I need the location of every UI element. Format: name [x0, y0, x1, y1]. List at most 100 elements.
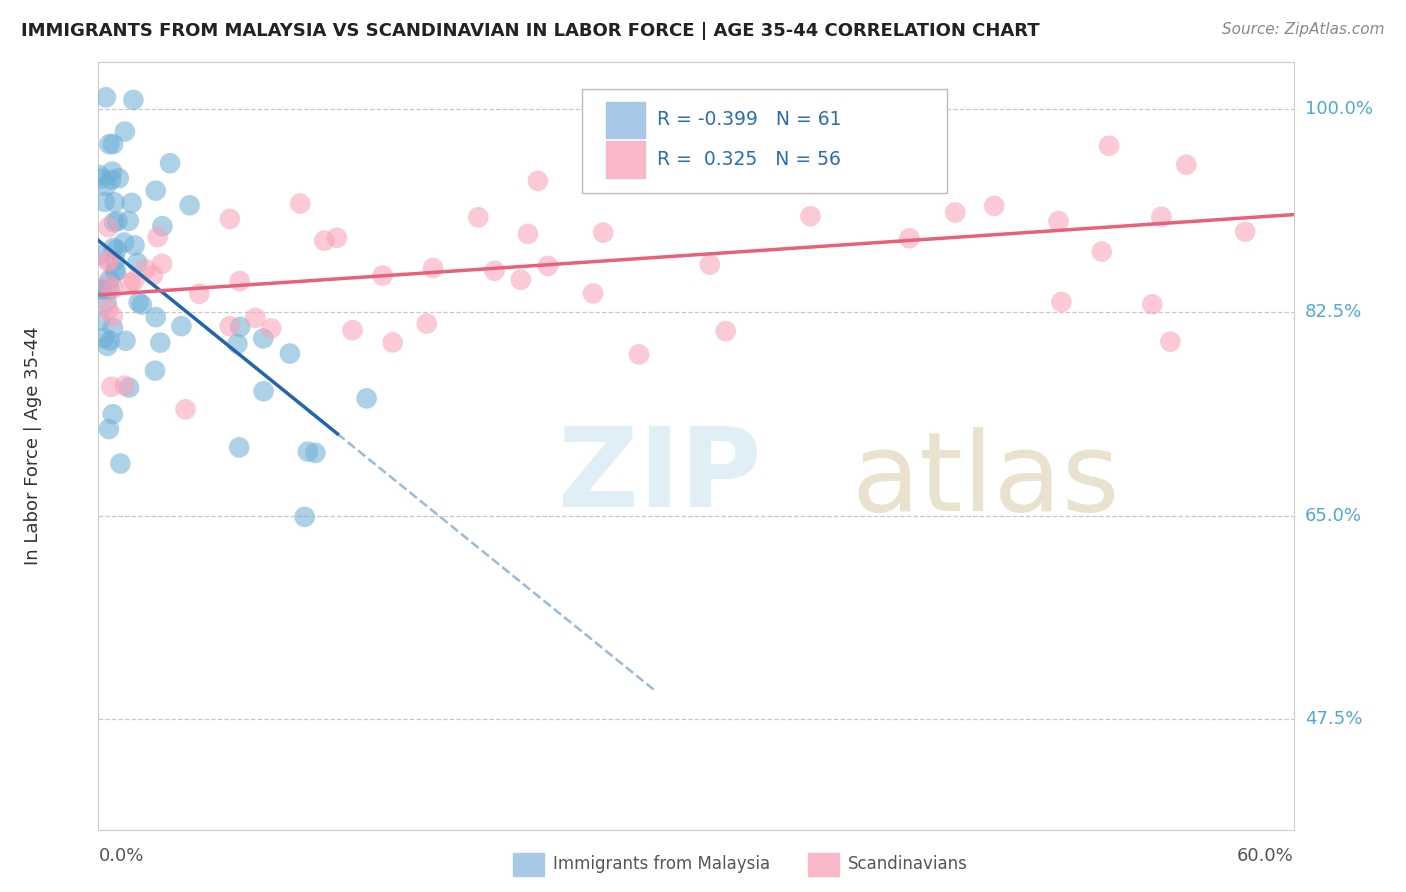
- Point: [228, 274, 250, 288]
- Point: [356, 392, 378, 406]
- Point: [159, 156, 181, 170]
- Point: [97, 302, 120, 317]
- Point: [146, 230, 169, 244]
- Point: [134, 262, 156, 277]
- Point: [252, 384, 274, 399]
- Point: [381, 335, 404, 350]
- Point: [150, 257, 173, 271]
- Point: [294, 509, 316, 524]
- Point: [218, 319, 240, 334]
- FancyBboxPatch shape: [606, 102, 644, 138]
- Point: [278, 346, 301, 360]
- Point: [93, 331, 115, 345]
- Point: [371, 268, 394, 283]
- Point: [415, 317, 437, 331]
- Point: [98, 137, 121, 152]
- Point: [103, 195, 125, 210]
- Point: [1098, 138, 1121, 153]
- Point: [174, 402, 197, 417]
- Point: [179, 198, 201, 212]
- Point: [778, 163, 800, 178]
- Point: [326, 231, 349, 245]
- Point: [627, 347, 650, 361]
- Point: [943, 205, 966, 219]
- Point: [145, 310, 167, 325]
- Point: [142, 268, 165, 283]
- Point: [101, 164, 124, 178]
- Point: [97, 277, 120, 292]
- Point: [218, 211, 240, 226]
- Point: [118, 380, 141, 394]
- FancyBboxPatch shape: [606, 142, 644, 178]
- Point: [96, 295, 118, 310]
- Point: [103, 215, 125, 229]
- Text: atlas: atlas: [852, 427, 1119, 534]
- Text: Scandinavians: Scandinavians: [848, 855, 967, 873]
- Point: [1091, 244, 1114, 259]
- Text: R = -0.399   N = 61: R = -0.399 N = 61: [657, 111, 841, 129]
- Text: 100.0%: 100.0%: [1305, 100, 1372, 118]
- Point: [152, 219, 174, 234]
- Text: ZIP: ZIP: [558, 423, 762, 530]
- Point: [97, 220, 120, 235]
- Point: [100, 380, 122, 394]
- Point: [1047, 214, 1070, 228]
- Point: [101, 137, 124, 152]
- Point: [314, 234, 336, 248]
- Point: [97, 422, 120, 436]
- Point: [101, 282, 124, 296]
- Point: [122, 93, 145, 107]
- Point: [1050, 295, 1073, 310]
- Text: In Labor Force | Age 35-44: In Labor Force | Age 35-44: [24, 326, 42, 566]
- Point: [94, 90, 117, 104]
- Point: [100, 172, 122, 186]
- Point: [1234, 225, 1257, 239]
- Text: 60.0%: 60.0%: [1237, 847, 1294, 865]
- Point: [107, 171, 129, 186]
- Point: [120, 276, 142, 290]
- Point: [122, 274, 145, 288]
- Point: [93, 283, 115, 297]
- Point: [104, 265, 127, 279]
- Point: [114, 124, 136, 138]
- Point: [516, 227, 538, 241]
- Point: [118, 214, 141, 228]
- Text: R =  0.325   N = 56: R = 0.325 N = 56: [657, 151, 841, 169]
- Point: [131, 297, 153, 311]
- Text: 0.0%: 0.0%: [98, 847, 143, 865]
- Point: [290, 196, 312, 211]
- Point: [114, 334, 136, 348]
- Point: [983, 199, 1005, 213]
- Point: [124, 238, 146, 252]
- Point: [592, 226, 614, 240]
- Point: [96, 339, 118, 353]
- Point: [105, 264, 128, 278]
- Point: [89, 168, 111, 182]
- Point: [898, 231, 921, 245]
- Point: [104, 253, 127, 268]
- Point: [98, 282, 121, 296]
- Text: IMMIGRANTS FROM MALAYSIA VS SCANDINAVIAN IN LABOR FORCE | AGE 35-44 CORRELATION : IMMIGRANTS FROM MALAYSIA VS SCANDINAVIAN…: [21, 22, 1039, 40]
- Point: [245, 310, 267, 325]
- Text: 82.5%: 82.5%: [1305, 303, 1362, 321]
- Point: [89, 282, 111, 296]
- Point: [101, 321, 124, 335]
- FancyBboxPatch shape: [582, 89, 948, 193]
- Text: 47.5%: 47.5%: [1305, 710, 1362, 728]
- Point: [260, 321, 283, 335]
- Point: [252, 331, 274, 345]
- Point: [98, 272, 121, 286]
- Point: [90, 171, 112, 186]
- Point: [509, 273, 531, 287]
- Point: [714, 324, 737, 338]
- Text: Source: ZipAtlas.com: Source: ZipAtlas.com: [1222, 22, 1385, 37]
- Point: [101, 407, 124, 421]
- Point: [1159, 334, 1181, 349]
- Point: [93, 194, 115, 209]
- Point: [297, 444, 319, 458]
- Point: [467, 211, 489, 225]
- Point: [226, 337, 249, 351]
- Point: [145, 184, 167, 198]
- Point: [799, 209, 821, 223]
- Point: [229, 319, 252, 334]
